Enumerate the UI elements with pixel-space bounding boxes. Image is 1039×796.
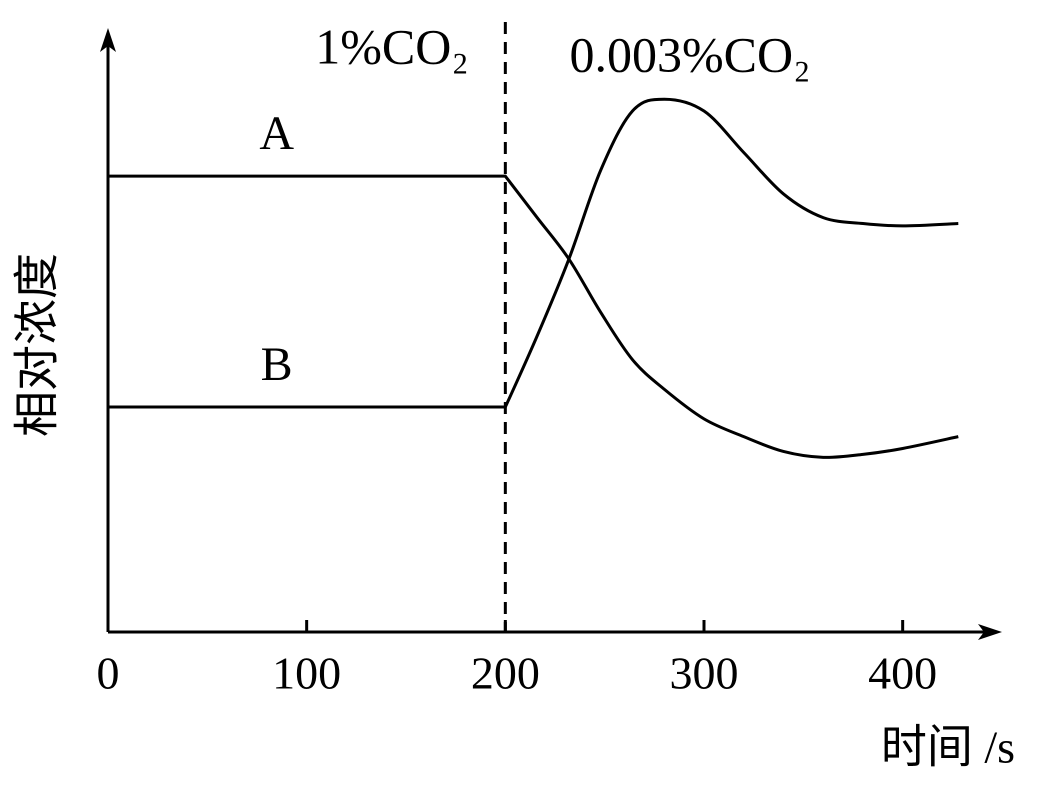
x-tick-label: 200 — [471, 648, 540, 699]
series-label: B — [261, 338, 293, 391]
x-tick-label: 100 — [272, 648, 341, 699]
x-tick-label: 300 — [670, 648, 739, 699]
line-series — [107, 97, 959, 409]
series-label: A — [259, 107, 294, 160]
x-tick-label: 0 — [97, 648, 120, 699]
y-axis-label: 相对浓度 — [12, 253, 63, 437]
line-series — [107, 174, 959, 459]
annotation: 0.003%CO₂ — [569, 26, 810, 82]
x-axis-arrow — [978, 624, 1002, 640]
annotation: 1%CO₂ — [315, 18, 469, 74]
y-axis-arrow — [100, 28, 116, 52]
x-axis-label: 时间 /s — [881, 722, 1015, 773]
x-tick-label: 400 — [868, 648, 937, 699]
